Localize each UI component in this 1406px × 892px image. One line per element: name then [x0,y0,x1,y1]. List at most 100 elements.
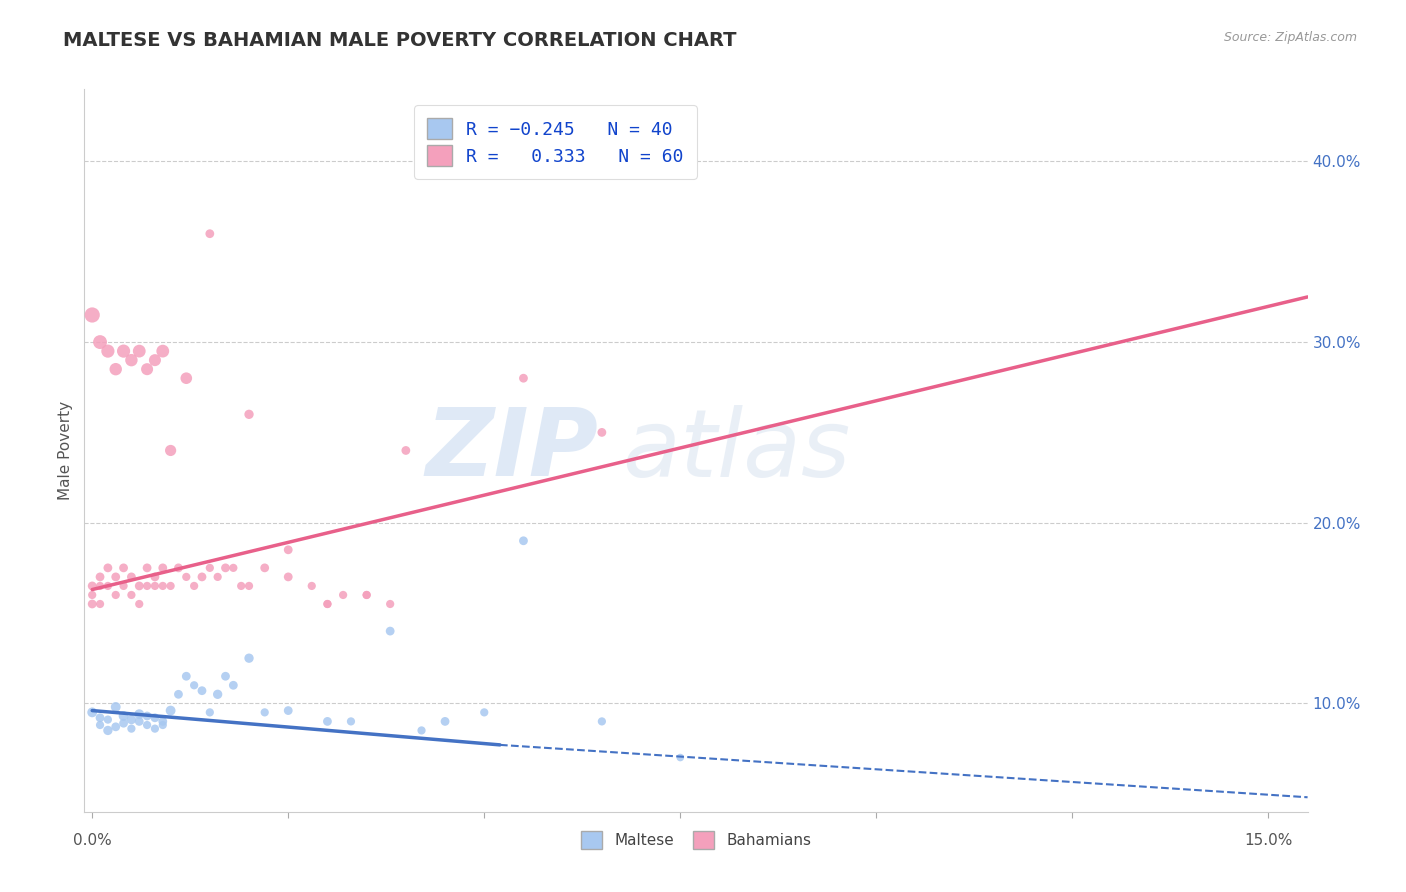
Point [104,362,127,376]
Point [89,570,111,584]
Legend: Maltese, Bahamians: Maltese, Bahamians [575,825,817,855]
Point [104,700,127,714]
Point [112,344,135,359]
Point [198,561,221,575]
Point [112,579,135,593]
Text: atlas: atlas [623,405,851,496]
Point [380,597,402,611]
Point [434,714,457,729]
Point [120,570,142,584]
Point [238,407,260,421]
Point [89,335,111,350]
Point [174,570,197,584]
Text: 15.0%: 15.0% [1244,833,1292,848]
Point [340,714,363,729]
Point [89,711,111,725]
Point [112,709,135,723]
Point [128,597,150,611]
Point [198,227,221,241]
Point [97,579,120,593]
Point [128,579,150,593]
Point [82,588,104,602]
Point [253,706,276,720]
Point [380,624,402,639]
Point [231,579,253,593]
Point [143,711,166,725]
Point [472,706,495,720]
Point [669,750,692,764]
Point [159,443,181,458]
Point [512,371,534,385]
Point [120,722,142,736]
Point [591,714,613,729]
Point [82,579,104,593]
Point [198,706,221,720]
Point [411,723,433,738]
Point [207,687,229,701]
Point [191,570,214,584]
Point [316,597,339,611]
Point [214,669,236,683]
Point [277,704,299,718]
Point [253,561,276,575]
Point [222,561,245,575]
Point [167,687,190,701]
Point [97,713,120,727]
Point [143,570,166,584]
Point [104,720,127,734]
Point [238,651,260,665]
Point [277,570,299,584]
Point [152,344,174,359]
Point [174,371,197,385]
Point [316,714,339,729]
Point [136,561,159,575]
Point [128,707,150,722]
Point [82,706,104,720]
Point [143,353,166,368]
Point [167,561,190,575]
Point [356,588,378,602]
Point [128,714,150,729]
Point [214,561,236,575]
Point [82,308,104,322]
Text: Source: ZipAtlas.com: Source: ZipAtlas.com [1223,31,1357,45]
Point [174,669,197,683]
Point [97,561,120,575]
Point [183,579,205,593]
Y-axis label: Male Poverty: Male Poverty [58,401,73,500]
Point [136,718,159,732]
Point [183,678,205,692]
Text: MALTESE VS BAHAMIAN MALE POVERTY CORRELATION CHART: MALTESE VS BAHAMIAN MALE POVERTY CORRELA… [63,31,737,50]
Point [136,362,159,376]
Point [591,425,613,440]
Point [159,704,181,718]
Point [152,718,174,732]
Point [120,713,142,727]
Point [356,588,378,602]
Point [97,723,120,738]
Point [89,597,111,611]
Point [128,344,150,359]
Point [159,579,181,593]
Point [104,570,127,584]
Point [97,344,120,359]
Point [104,588,127,602]
Point [512,533,534,548]
Point [112,716,135,731]
Point [316,597,339,611]
Point [89,579,111,593]
Point [207,570,229,584]
Point [152,714,174,729]
Point [277,542,299,557]
Point [136,579,159,593]
Text: 0.0%: 0.0% [73,833,111,848]
Point [89,718,111,732]
Point [191,683,214,698]
Point [112,561,135,575]
Point [152,561,174,575]
Point [222,678,245,692]
Point [143,579,166,593]
Point [120,588,142,602]
Point [152,579,174,593]
Point [82,597,104,611]
